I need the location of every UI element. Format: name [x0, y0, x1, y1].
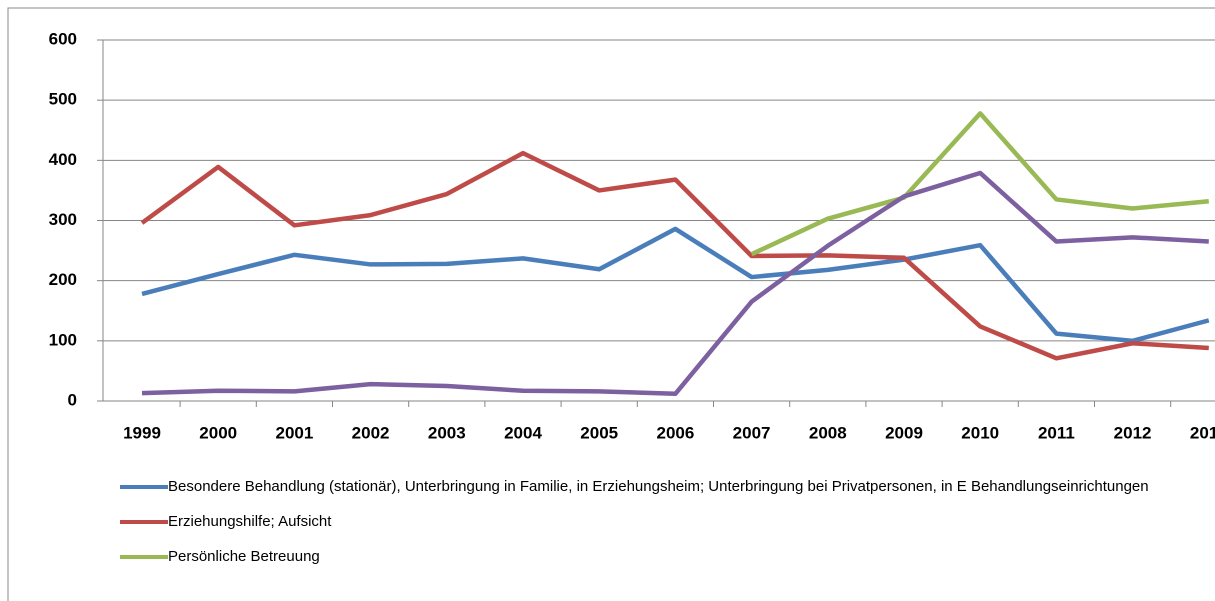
y-tick-label: 0 — [68, 390, 77, 409]
legend-swatch — [120, 520, 168, 524]
legend-item: Persönliche Betreuung — [120, 546, 1210, 567]
x-tick-label: 2004 — [504, 423, 542, 442]
legend-label: Persönliche Betreuung — [168, 548, 320, 565]
y-tick-label: 600 — [49, 29, 77, 48]
x-tick-label: 2005 — [580, 423, 618, 442]
y-tick-label: 400 — [49, 150, 77, 169]
series-line — [141, 170, 1209, 397]
legend-swatch — [120, 555, 168, 559]
legend-item: Besondere Behandlung (stationär), Unterb… — [120, 476, 1210, 497]
legend-label: Besondere Behandlung (stationär), Unterb… — [168, 478, 1149, 495]
x-tick-label: 2013 — [1190, 423, 1215, 442]
frame — [7, 7, 1215, 601]
y-tick-label: 300 — [49, 210, 77, 229]
x-tick-label: 2003 — [428, 423, 466, 442]
x-tick-label: 2002 — [352, 423, 390, 442]
x-tick-label: 1999 — [123, 423, 161, 442]
series-line — [140, 150, 1209, 361]
x-tick-label: 2001 — [275, 423, 313, 442]
y-tick-label: 500 — [49, 90, 77, 109]
x-tick-label: 2012 — [1114, 423, 1152, 442]
x-tick-label: 2008 — [809, 423, 847, 442]
x-tick-label: 2000 — [199, 423, 237, 442]
x-tick-label: 2011 — [1038, 423, 1075, 442]
y-tick-label: 200 — [49, 270, 77, 289]
y-tick-label: 100 — [49, 330, 77, 349]
x-tick-label: 2007 — [733, 423, 771, 442]
series-line — [750, 111, 1210, 257]
x-tick-label: 2006 — [656, 423, 694, 442]
x-tick-label: 2009 — [885, 423, 923, 442]
legend-swatch — [120, 485, 168, 489]
x-tick-label: 2010 — [961, 423, 999, 442]
legend-label: Erziehungshilfe; Aufsicht — [168, 513, 332, 530]
legend-item: Erziehungshilfe; Aufsicht — [120, 511, 1210, 532]
series-line — [141, 226, 1210, 344]
legend: Besondere Behandlung (stationär), Unterb… — [120, 476, 1210, 581]
